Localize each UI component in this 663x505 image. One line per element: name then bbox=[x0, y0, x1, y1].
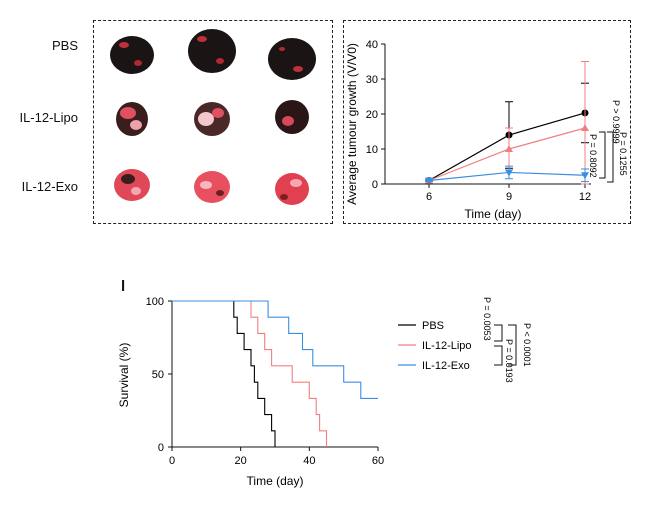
tumour-pbs-1 bbox=[110, 36, 154, 74]
row-label-lipo: IL-12-Lipo bbox=[19, 110, 78, 125]
tg-y-tick-label: 0 bbox=[372, 179, 378, 191]
sv-x-tick-label: 20 bbox=[235, 455, 247, 467]
tumour-pbs-3 bbox=[268, 38, 316, 80]
tumour-exo-3 bbox=[275, 173, 309, 205]
sv-pval-1: P = 0.0053 bbox=[482, 297, 492, 341]
sv-y-tick-label: 50 bbox=[152, 369, 164, 381]
tumour-lipo-3 bbox=[275, 100, 309, 134]
sv-x-tick-label: 60 bbox=[372, 455, 384, 467]
tg-pval-2: P = 0.8092 bbox=[588, 134, 598, 178]
tumour-pbs-2 bbox=[188, 29, 236, 73]
tg-point bbox=[425, 177, 433, 185]
sv-legend-label: PBS bbox=[422, 320, 444, 332]
tg-point bbox=[581, 172, 589, 180]
sv-series-line bbox=[172, 300, 328, 447]
tg-point bbox=[505, 169, 513, 177]
tg-y-tick-label: 20 bbox=[366, 109, 378, 121]
sv-pval-2: P = 0.0193 bbox=[504, 339, 514, 383]
sv-x-tick-label: 40 bbox=[303, 455, 315, 467]
tumour-growth-panel bbox=[343, 20, 631, 224]
tg-series-line bbox=[428, 171, 586, 182]
tumour-lipo-1 bbox=[116, 102, 148, 136]
tg-point bbox=[505, 145, 513, 152]
sv-x-tick-label: 0 bbox=[169, 455, 175, 467]
tumour-photos bbox=[110, 29, 316, 205]
tumour-exo-2 bbox=[194, 171, 230, 203]
sv-y-tick-label: 100 bbox=[146, 296, 164, 308]
tg-y-tick-label: 40 bbox=[366, 39, 378, 51]
tg-x-tick-label: 12 bbox=[579, 191, 591, 203]
sv-ylabel: Survival (%) bbox=[117, 343, 131, 408]
row-label-pbs: PBS bbox=[51, 38, 78, 53]
sv-series-line bbox=[172, 300, 378, 399]
tg-pval-1: P > 0.9999 bbox=[611, 100, 621, 144]
sv-xlabel: Time (day) bbox=[247, 474, 304, 488]
tg-x-tick-label: 6 bbox=[426, 191, 432, 203]
tumour-exo-1 bbox=[114, 169, 150, 201]
panel-letter-l: l bbox=[121, 278, 126, 295]
tg-x-tick-label: 9 bbox=[506, 191, 512, 203]
sv-series-line bbox=[172, 300, 276, 447]
sv-legend-label: IL-12-Exo bbox=[422, 360, 470, 372]
sv-bracket-2 bbox=[494, 345, 503, 366]
sv-pval-3: P < 0.0001 bbox=[522, 323, 532, 367]
tumour-photo-panel bbox=[93, 20, 333, 224]
tg-ylabel: Average tumour growth (V/V0) bbox=[345, 43, 359, 205]
row-label-exo: IL-12-Exo bbox=[21, 179, 78, 194]
sv-y-tick-label: 0 bbox=[158, 442, 164, 454]
sv-bracket-1 bbox=[494, 324, 503, 342]
tg-y-tick-label: 30 bbox=[366, 74, 378, 86]
survival-chart: 0 50 100 0 20 40 60 PBS IL-12-Lipo IL-12-Exo Sur… bbox=[117, 296, 532, 488]
tg-bracket-1 bbox=[599, 131, 606, 179]
tg-xlabel: Time (day) bbox=[465, 207, 522, 221]
tg-pval-3: P = 0.1255 bbox=[618, 132, 628, 176]
sv-bracket-3 bbox=[508, 324, 517, 366]
tumour-growth-chart: 0 10 20 30 40 6 9 12 Average tumour growth (V/V… bbox=[345, 39, 628, 221]
tg-y-tick-label: 10 bbox=[366, 144, 378, 156]
sv-legend-label: IL-12-Lipo bbox=[422, 340, 472, 352]
tg-bracket-2 bbox=[607, 131, 614, 183]
tg-point bbox=[581, 124, 589, 131]
tumour-lipo-2 bbox=[194, 102, 230, 136]
